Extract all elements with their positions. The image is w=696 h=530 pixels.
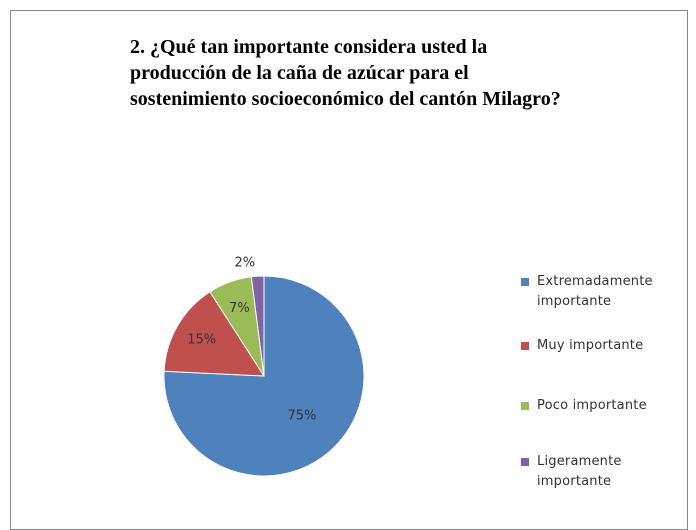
- legend-item: Poco importante: [521, 396, 681, 416]
- legend-item: Muy importante: [521, 336, 681, 356]
- legend-swatch: [521, 458, 529, 466]
- legend-swatch: [521, 342, 529, 350]
- data-label: 75%: [288, 408, 317, 423]
- legend-item: Ligeramente importante: [521, 452, 657, 492]
- legend-swatch: [521, 402, 529, 410]
- legend-label: Muy importante: [537, 338, 644, 353]
- chart-title: 2. ¿Qué tan importante considera usted l…: [130, 36, 561, 110]
- pie-area: 75% 15% 7% 2%: [163, 256, 365, 477]
- legend-label: Poco importante: [537, 398, 647, 413]
- data-label: 2%: [235, 256, 256, 271]
- pie-slice: [250, 275, 265, 377]
- legend: Extremadamente importante Muy importante P…: [521, 272, 681, 492]
- legend-item: Extremadamente importante: [521, 272, 657, 312]
- legend-label: Extremadamente importante: [537, 274, 653, 309]
- pie-slice: [163, 291, 265, 377]
- data-label: 15%: [187, 333, 216, 348]
- chart: 2. ¿Qué tan importante considera usted l…: [10, 10, 688, 530]
- data-label: 7%: [229, 301, 250, 316]
- legend-swatch: [521, 278, 529, 286]
- legend-label: Ligeramente importante: [537, 454, 622, 489]
